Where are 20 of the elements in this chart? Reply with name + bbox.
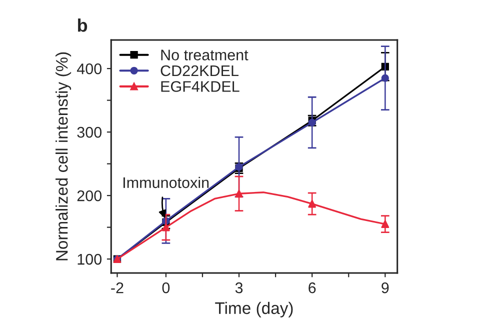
y-tick-label: 300 [77,126,102,138]
x-tick-label: 3 [235,282,243,294]
y-tick-label: 400 [76,63,102,74]
y-tick-label: 100 [78,254,102,265]
x-tick-label: 6 [308,282,316,294]
y-tick-label: 200 [77,190,102,202]
x-axis-title: Time (day) [215,302,293,318]
point [308,200,316,208]
x-tick-label: -2 [111,282,124,294]
chart-title: b [78,18,88,32]
point [381,220,390,228]
annotation: Immunotoxin [124,176,209,188]
x-tick-label: 9 [382,282,389,294]
point [162,223,170,232]
legend-label: No treatment [161,50,248,60]
point [235,190,243,198]
legend-label: EGF4KDEL [161,81,240,92]
x-tick-label: 0 [162,282,170,294]
y-axis-title: Normalized cell intenstiy (%) [56,52,72,260]
legend-label: CD22KDEL [160,65,238,76]
